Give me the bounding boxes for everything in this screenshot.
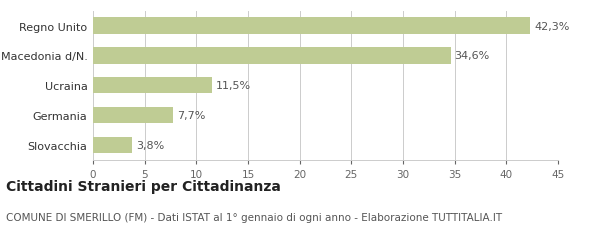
Text: 34,6%: 34,6% xyxy=(455,51,490,61)
Text: 3,8%: 3,8% xyxy=(136,140,164,150)
Text: 42,3%: 42,3% xyxy=(534,22,569,31)
Bar xyxy=(93,107,173,124)
Bar xyxy=(93,78,212,94)
Bar xyxy=(93,48,451,64)
Bar xyxy=(93,18,530,35)
Text: 11,5%: 11,5% xyxy=(216,81,251,91)
Text: 7,7%: 7,7% xyxy=(176,111,205,121)
Text: Cittadini Stranieri per Cittadinanza: Cittadini Stranieri per Cittadinanza xyxy=(6,179,281,193)
Text: COMUNE DI SMERILLO (FM) - Dati ISTAT al 1° gennaio di ogni anno - Elaborazione T: COMUNE DI SMERILLO (FM) - Dati ISTAT al … xyxy=(6,212,502,222)
Bar xyxy=(93,137,132,153)
